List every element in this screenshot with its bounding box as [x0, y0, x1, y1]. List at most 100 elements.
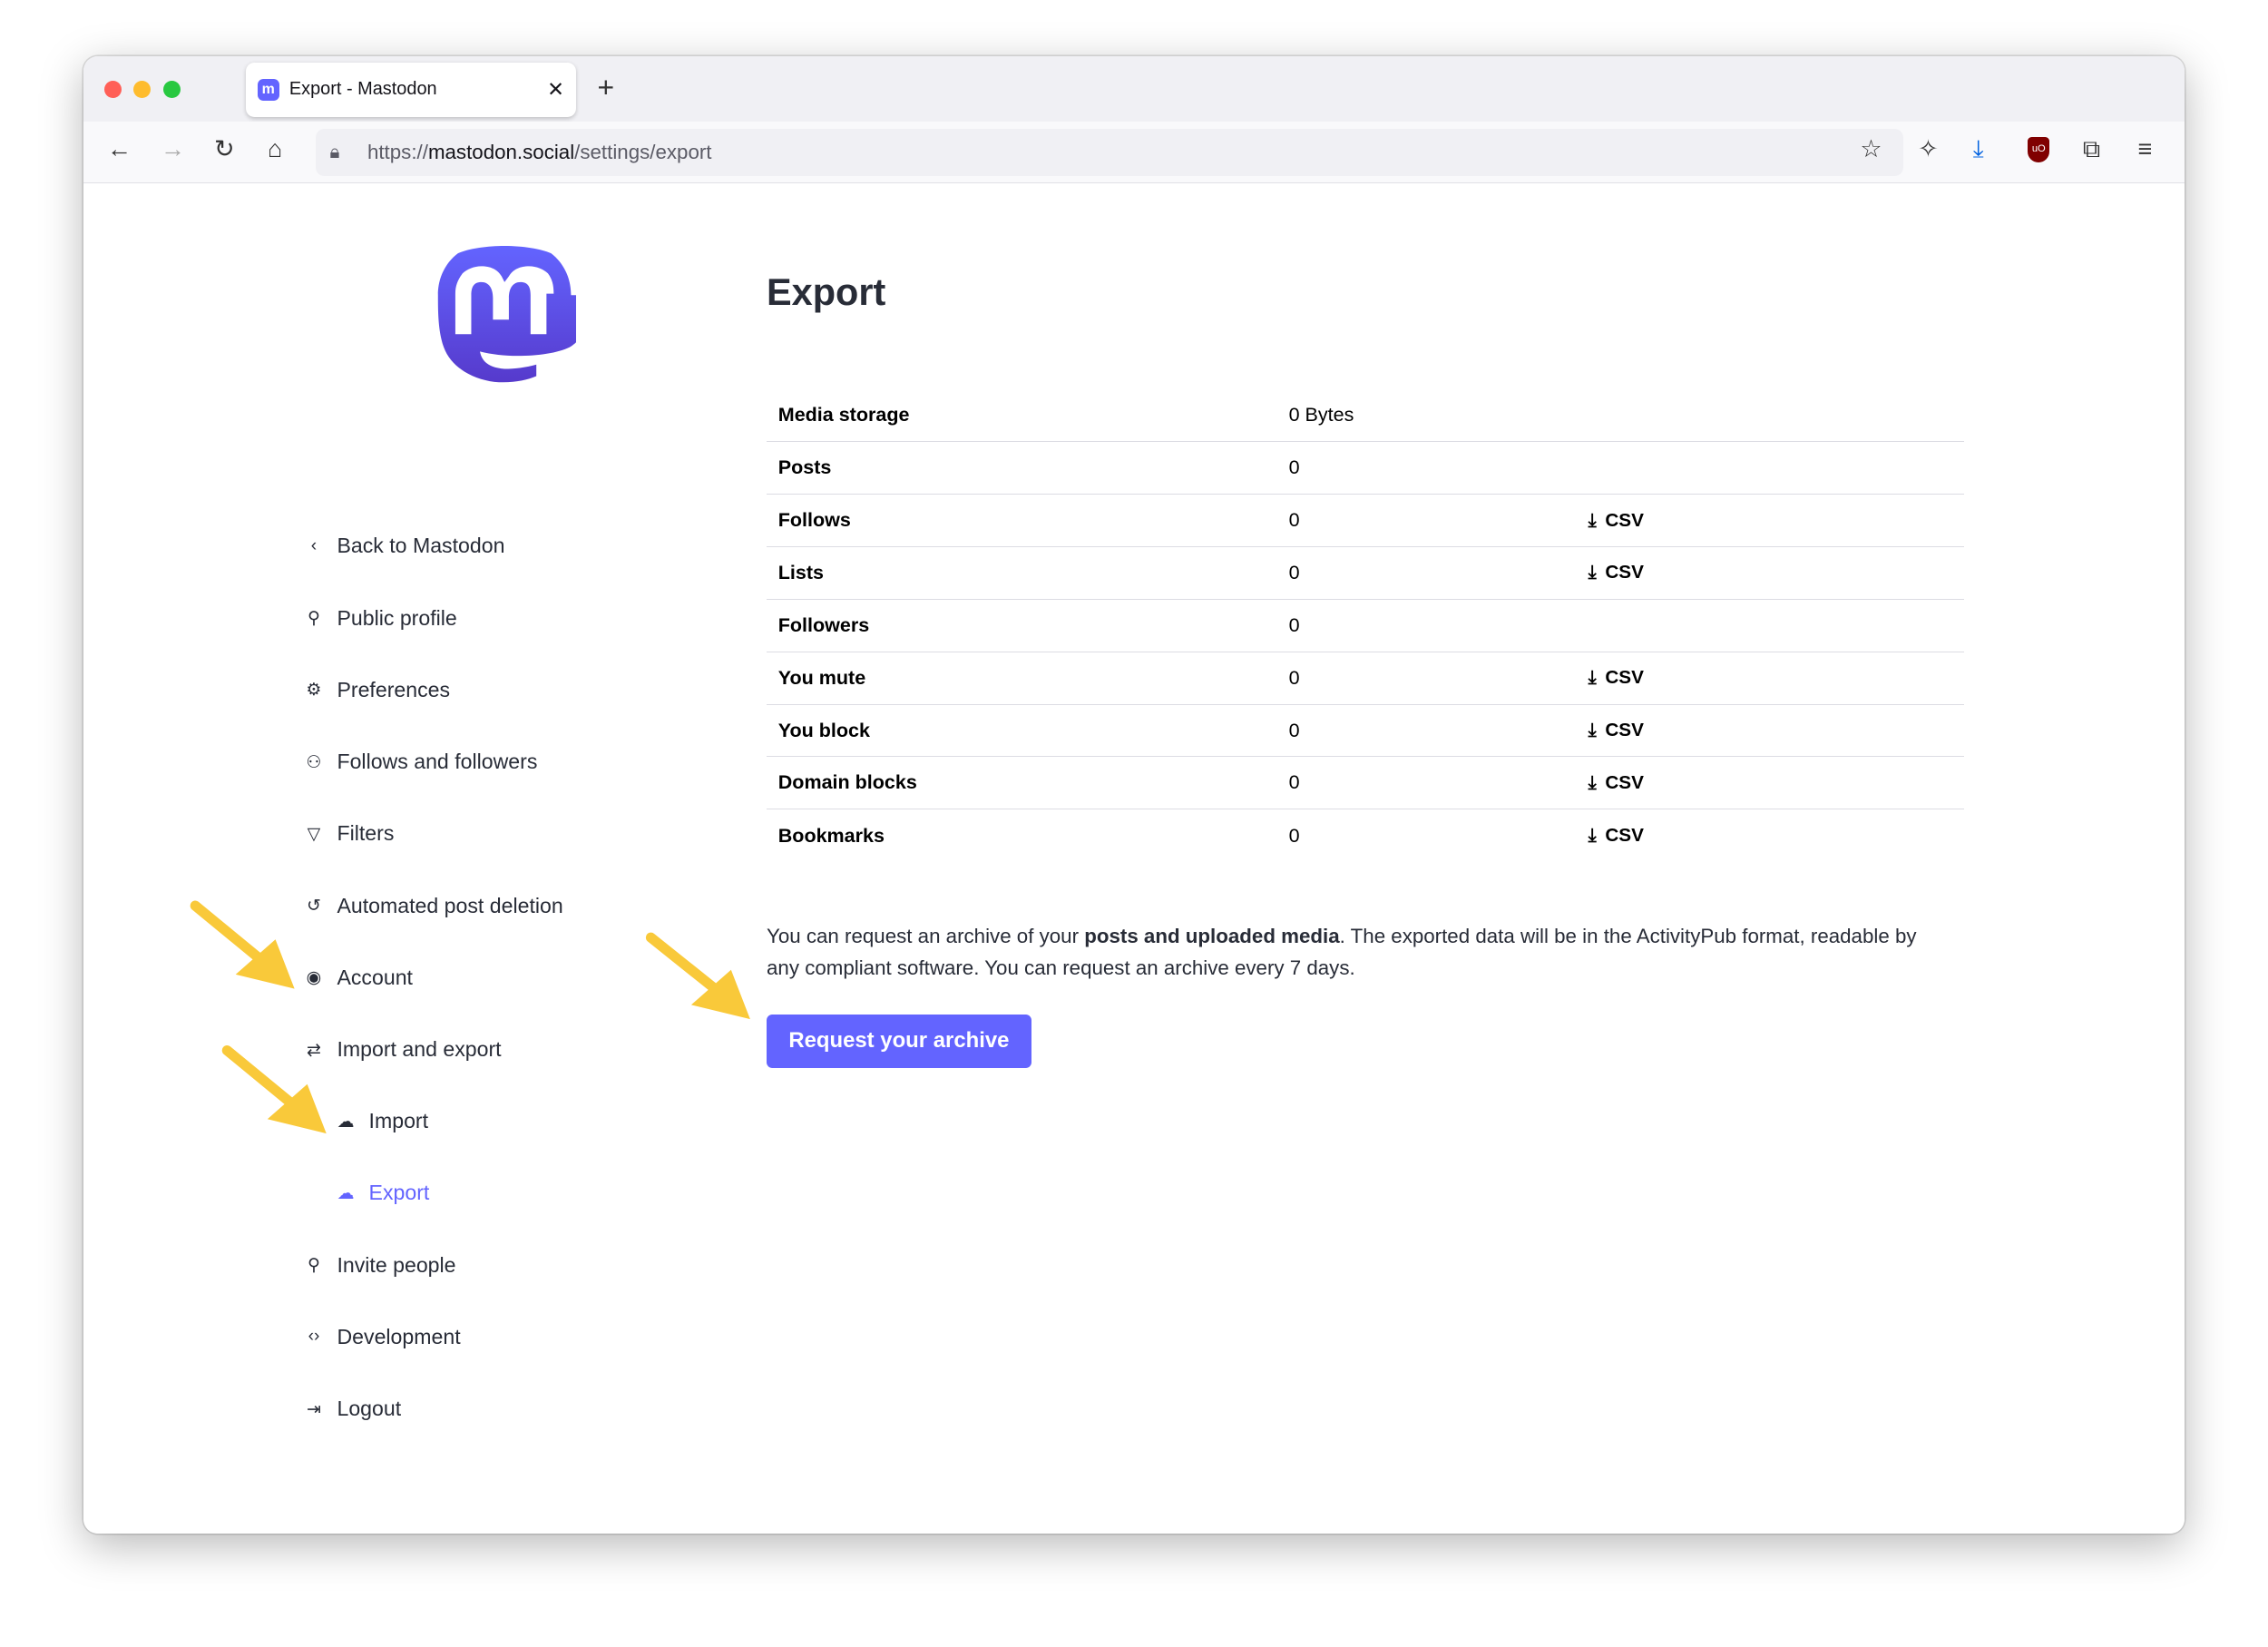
- sidebar-item-label: Import: [368, 1109, 429, 1133]
- csv-download-link[interactable]: ⤓ CSV: [1589, 667, 1953, 689]
- table-row: Lists 0 ⤓ CSV: [767, 545, 1965, 600]
- sidebar-item-label: Logout: [337, 1397, 402, 1421]
- table-row: Follows 0 ⤓ CSV: [767, 494, 1965, 547]
- desc-bold: posts and uploaded media: [1084, 925, 1340, 948]
- menu-icon[interactable]: ≡: [2137, 134, 2153, 163]
- sidebar-item-label: Back to Mastodon: [337, 534, 505, 558]
- row-value: 0: [1276, 545, 1577, 600]
- csv-download-link[interactable]: ⤓ CSV: [1589, 825, 1953, 847]
- sidebar-item[interactable]: ⇄ Import and export: [304, 1037, 502, 1062]
- row-value: 0: [1276, 756, 1577, 809]
- minimize-window-button[interactable]: [132, 81, 151, 99]
- home-icon[interactable]: ⌂: [267, 134, 283, 163]
- sidebar-item[interactable]: ▽ Filters: [304, 821, 395, 846]
- sidebar-item-label: Filters: [337, 821, 395, 846]
- row-value: 0: [1276, 651, 1577, 705]
- row-label: Bookmarks: [767, 809, 1277, 862]
- sidebar-item-label: Preferences: [337, 677, 451, 701]
- close-window-button[interactable]: [103, 81, 122, 99]
- csv-label: CSV: [1605, 667, 1644, 689]
- account-circle-icon: ◉: [306, 968, 322, 988]
- row-value: 0: [1276, 809, 1577, 862]
- csv-download-link[interactable]: ⤓ CSV: [1589, 562, 1953, 583]
- download-icon: ⤓: [1588, 825, 1597, 847]
- cleaner-icon[interactable]: ✧: [1918, 134, 1939, 163]
- extensions-icon[interactable]: ⧉: [2082, 134, 2101, 163]
- logout-icon: ⇥: [306, 1399, 321, 1419]
- nav-toolbar: ← → ↻ ⌂ 🔒︎ https://mastodon.social/setti…: [83, 121, 2185, 184]
- browser-tab[interactable]: m Export - Mastodon ✕: [246, 62, 576, 118]
- tab-title: Export - Mastodon: [288, 79, 437, 100]
- row-label: Followers: [767, 598, 1277, 652]
- desc-text-end: . The exported data will be in the Activ…: [767, 925, 1917, 980]
- csv-download-link[interactable]: ⤓ CSV: [1589, 772, 1953, 794]
- csv-download-link[interactable]: ⤓ CSV: [1589, 510, 1953, 532]
- sidebar-item[interactable]: ⚙ Preferences: [304, 678, 450, 702]
- row-action: ⤓ CSV: [1576, 703, 1965, 757]
- desc-text: You can request an archive of your: [767, 925, 1085, 948]
- export-table: Media storage 0 Bytes Posts 0 Follows 0 ⤓ CSV Li…: [767, 389, 1965, 862]
- csv-label: CSV: [1605, 825, 1644, 847]
- chevron-left-icon: ‹: [310, 535, 318, 555]
- row-action: ⤓ CSV: [1576, 809, 1965, 862]
- table-row: Domain blocks 0 ⤓ CSV: [767, 756, 1965, 809]
- csv-label: CSV: [1605, 562, 1644, 583]
- sidebar-item-label: Account: [337, 965, 413, 989]
- sidebar-item[interactable]: ↺ Automated post deletion: [304, 894, 563, 918]
- sidebar-item-label: Development: [337, 1324, 461, 1348]
- sidebar-item[interactable]: ⇥ Logout: [304, 1397, 401, 1421]
- people-icon: ⚇: [306, 752, 322, 772]
- sidebar-item[interactable]: ‹ Back to Mastodon: [304, 534, 505, 558]
- bookmark-star-icon[interactable]: ☆: [1860, 134, 1882, 163]
- url-bar[interactable]: 🔒︎ https://mastodon.social/settings/expo…: [315, 128, 1904, 177]
- row-action: ⤓ CSV: [1576, 545, 1965, 600]
- back-icon[interactable]: ←: [106, 134, 132, 163]
- table-row: You mute 0 ⤓ CSV: [767, 651, 1965, 705]
- row-label: Posts: [767, 441, 1277, 495]
- page-content: ‹ Back to Mastodon ⚲ Public profile ⚙ Prefere…: [83, 183, 2185, 1534]
- sidebar-item[interactable]: ⚲ Invite people: [304, 1253, 456, 1278]
- sidebar-item[interactable]: ⚇ Follows and followers: [304, 750, 538, 774]
- row-value: 0: [1276, 441, 1577, 495]
- download-icon[interactable]: ⤓: [1972, 134, 1984, 163]
- history-icon: ↺: [306, 897, 321, 917]
- sidebar-item[interactable]: ⚲ Public profile: [304, 606, 457, 631]
- row-label: Follows: [767, 494, 1277, 547]
- row-action: ⤓ CSV: [1576, 651, 1965, 705]
- sidebar-item-label: Export: [368, 1181, 430, 1205]
- row-label: Domain blocks: [767, 756, 1277, 809]
- sidebar-item-label: Import and export: [337, 1037, 502, 1061]
- request-archive-button[interactable]: Request your archive: [767, 1014, 1031, 1068]
- maximize-window-button[interactable]: [163, 81, 181, 99]
- table-row: Media storage 0 Bytes: [767, 389, 1964, 442]
- url-path: /settings/export: [574, 141, 712, 164]
- annotation-arrow-icon: [221, 1044, 327, 1134]
- annotation-arrow-icon: [645, 932, 750, 1020]
- sidebar-item[interactable]: ◉ Account: [304, 966, 413, 990]
- close-tab-icon[interactable]: ✕: [547, 77, 564, 101]
- browser-window: m Export - Mastodon ✕ + ← → ↻ ⌂ 🔒︎ https…: [83, 56, 2185, 1534]
- csv-download-link[interactable]: ⤓ CSV: [1589, 720, 1953, 741]
- forward-icon[interactable]: →: [160, 134, 186, 163]
- mastodon-icon: m: [257, 78, 279, 101]
- new-tab-button[interactable]: +: [597, 71, 615, 104]
- download-icon: ⤓: [1588, 667, 1597, 689]
- sidebar-item[interactable]: ☁ Export: [336, 1181, 429, 1205]
- gear-icon: ⚙: [306, 681, 322, 701]
- ublock-icon[interactable]: uO: [2028, 137, 2050, 162]
- csv-label: CSV: [1605, 771, 1644, 793]
- table-row: Bookmarks 0 ⤓ CSV: [767, 809, 1965, 862]
- row-label: You block: [767, 703, 1277, 757]
- sidebar-item[interactable]: ‹› Development: [304, 1325, 461, 1349]
- csv-label: CSV: [1605, 720, 1644, 741]
- url-host: mastodon.social: [427, 141, 575, 164]
- person-add-icon: ⚲: [307, 1256, 320, 1276]
- reload-icon[interactable]: ↻: [213, 134, 235, 163]
- archive-description: You can request an archive of your posts…: [767, 920, 1952, 984]
- sidebar-item[interactable]: ☁ Import: [336, 1109, 428, 1133]
- mastodon-logo[interactable]: [434, 246, 576, 395]
- filter-icon: ▽: [307, 824, 321, 844]
- row-value: 0: [1276, 494, 1577, 547]
- sidebar-item-label: Follows and followers: [337, 750, 538, 774]
